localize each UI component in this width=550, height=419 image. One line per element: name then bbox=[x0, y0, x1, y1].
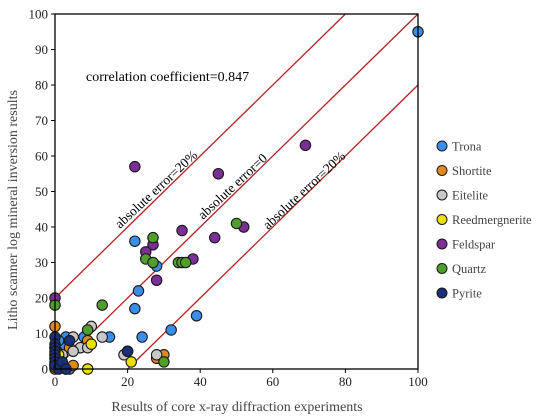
y-axis-label-group: Litho scanner log mineral inversion resu… bbox=[6, 90, 21, 330]
point-trona bbox=[132, 285, 145, 297]
point-trona bbox=[136, 331, 148, 343]
point-trona bbox=[165, 324, 177, 336]
y-tick-label: 90 bbox=[35, 42, 48, 57]
reference-line-lower bbox=[127, 84, 419, 370]
upper-line-annotation: absolute error=20% bbox=[112, 147, 200, 231]
y-tick-label: 70 bbox=[35, 113, 48, 128]
legend-marker-shortite bbox=[436, 165, 448, 176]
x-tick-label: 60 bbox=[266, 374, 279, 389]
legend-label-feldspar: Feldspar bbox=[452, 238, 496, 252]
point-eitelite bbox=[67, 345, 79, 357]
legend-label-trona: Trona bbox=[452, 140, 482, 154]
x-tick-label: 0 bbox=[52, 374, 59, 389]
y-tick-label: 30 bbox=[35, 255, 48, 270]
x-tick-label: 80 bbox=[339, 374, 352, 389]
y-tick-label: 60 bbox=[35, 149, 48, 164]
point-feldspar bbox=[129, 160, 141, 173]
point-feldspar bbox=[212, 168, 225, 180]
point-quartz bbox=[147, 256, 159, 269]
y-tick-label: 0 bbox=[42, 362, 49, 377]
point-pyrite bbox=[121, 345, 134, 357]
reference-lines bbox=[54, 13, 419, 370]
point-feldspar bbox=[150, 274, 163, 286]
y-tick-label: 100 bbox=[29, 7, 49, 22]
point-reedmergnerite bbox=[125, 356, 137, 368]
point-eitelite bbox=[96, 331, 108, 343]
y-tick-label: 20 bbox=[35, 291, 48, 306]
point-trona bbox=[129, 302, 141, 315]
point-quartz bbox=[179, 256, 192, 269]
point-eitelite bbox=[150, 349, 163, 361]
y-axis-label: Litho scanner log mineral inversion resu… bbox=[6, 90, 21, 330]
y-ticks: 0 10 20 30 40 50 60 70 80 90 100 bbox=[29, 7, 55, 377]
legend-label-quartz: Quartz bbox=[452, 262, 486, 276]
legend-marker-feldspar bbox=[436, 238, 448, 250]
legend-label-eitelite: Eitelite bbox=[452, 189, 489, 203]
y-tick-label: 80 bbox=[35, 78, 48, 93]
x-tick-label: 20 bbox=[121, 374, 134, 389]
point-quartz bbox=[147, 231, 159, 244]
legend-marker-quartz bbox=[436, 263, 448, 274]
legend-marker-pyrite bbox=[436, 287, 448, 299]
x-axis-label: Results of core x-ray diffraction experi… bbox=[111, 400, 362, 415]
legend-label-shortite: Shortite bbox=[452, 164, 492, 178]
point-pyrite bbox=[63, 334, 76, 347]
point-feldspar bbox=[176, 224, 188, 237]
correlation-annotation: correlation coefficient=0.847 bbox=[86, 70, 249, 85]
legend-label-pyrite: Pyrite bbox=[452, 287, 482, 301]
point-trona bbox=[129, 235, 141, 247]
lower-line-annotation: absolute error=20% bbox=[260, 148, 348, 232]
point-quartz bbox=[230, 217, 243, 230]
point-quartz bbox=[81, 324, 94, 336]
legend-marker-reedmergnerite bbox=[436, 214, 448, 225]
point-feldspar bbox=[299, 139, 312, 152]
point-quartz bbox=[96, 299, 108, 311]
point-feldspar bbox=[208, 231, 221, 244]
point-quartz bbox=[158, 356, 170, 368]
x-tick-label: 100 bbox=[408, 374, 428, 389]
reference-line-middle bbox=[54, 13, 419, 370]
y-tick-label: 10 bbox=[35, 326, 48, 341]
plot-frame bbox=[54, 13, 419, 370]
legend-label-reedmergnerite: Reedmergnerite bbox=[452, 213, 532, 227]
y-tick-label: 40 bbox=[35, 220, 48, 235]
reference-line-upper bbox=[54, 13, 346, 299]
x-ticks: 0 20 40 60 80 100 bbox=[52, 369, 428, 389]
y-tick-label: 50 bbox=[35, 184, 48, 199]
x-tick-label: 40 bbox=[194, 374, 207, 389]
point-trona bbox=[190, 309, 203, 322]
middle-line-annotation: absolute error=0 bbox=[195, 150, 270, 222]
point-reedmergnerite bbox=[85, 338, 98, 350]
legend-marker-eitelite bbox=[436, 189, 448, 201]
legend: Trona Shortite Eitelite Reedmergnerite Felds… bbox=[436, 140, 532, 301]
legend-marker-trona bbox=[436, 140, 448, 152]
